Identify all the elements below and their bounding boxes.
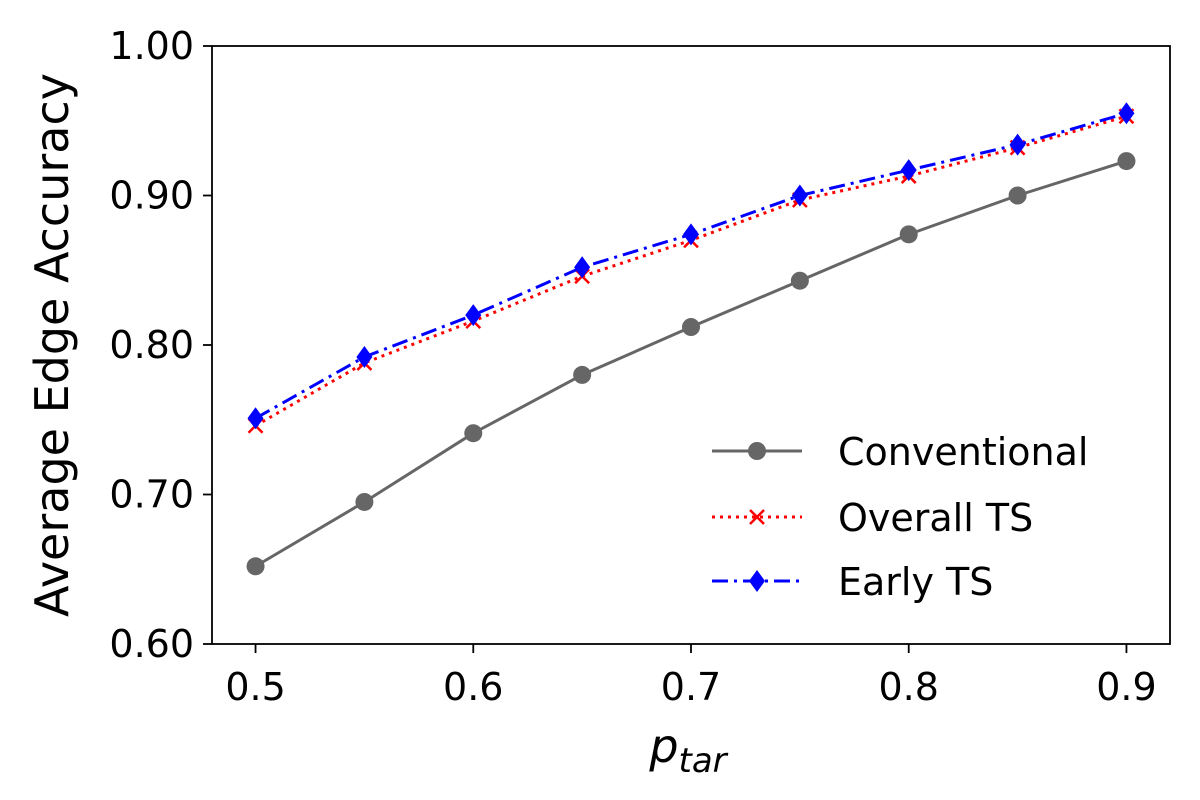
x-axis-title-subscript: tar bbox=[679, 741, 729, 781]
x-axis-title: ptar bbox=[648, 719, 728, 781]
data-point-early-ts bbox=[465, 304, 482, 327]
x-tick-label: 0.7 bbox=[661, 665, 721, 709]
data-point-conventional bbox=[682, 318, 700, 337]
x-tick-label: 0.8 bbox=[879, 665, 939, 709]
legend-label-overall-ts: Overall TS bbox=[838, 496, 1033, 540]
legend-marker-conventional bbox=[748, 442, 766, 460]
series-layer bbox=[246, 102, 1136, 576]
data-point-early-ts bbox=[900, 159, 917, 182]
data-point-conventional bbox=[899, 225, 918, 244]
y-tick-label: 0.90 bbox=[109, 174, 194, 218]
x-tick-label: 0.9 bbox=[1096, 665, 1156, 709]
data-point-early-ts bbox=[1009, 133, 1026, 156]
plot-area bbox=[212, 46, 1170, 644]
series-early-ts bbox=[247, 102, 1135, 430]
data-point-conventional bbox=[573, 365, 592, 384]
data-point-conventional bbox=[1117, 152, 1136, 171]
legend: Conventional Overall TS Early TS bbox=[712, 430, 1088, 604]
data-point-conventional bbox=[246, 557, 265, 576]
data-point-early-ts bbox=[791, 184, 808, 207]
data-point-conventional bbox=[790, 271, 809, 290]
data-point-early-ts bbox=[574, 256, 591, 279]
data-point-early-ts bbox=[356, 345, 373, 368]
data-point-early-ts bbox=[683, 223, 699, 246]
y-axis-ticks: 0.60 0.70 0.80 0.90 1.00 bbox=[109, 24, 212, 666]
data-point-conventional bbox=[355, 492, 374, 511]
series-conventional bbox=[246, 152, 1136, 576]
data-point-early-ts bbox=[247, 407, 264, 430]
data-point-conventional bbox=[464, 424, 483, 443]
x-axis-title-main: p bbox=[648, 719, 678, 773]
y-tick-label: 0.70 bbox=[109, 473, 194, 517]
x-tick-label: 0.5 bbox=[225, 665, 285, 709]
y-axis-title: Average Edge Accuracy bbox=[25, 73, 79, 617]
y-tick-label: 0.80 bbox=[109, 323, 194, 367]
data-point-conventional bbox=[1008, 186, 1027, 205]
legend-label-conventional: Conventional bbox=[838, 430, 1088, 474]
x-axis-ticks: 0.5 0.6 0.7 0.8 0.9 bbox=[225, 644, 1157, 709]
x-tick-label: 0.6 bbox=[443, 665, 503, 709]
data-point-early-ts bbox=[1118, 102, 1135, 125]
y-tick-label: 1.00 bbox=[109, 24, 194, 68]
legend-marker-early-ts bbox=[749, 570, 765, 592]
legend-label-early-ts: Early TS bbox=[838, 560, 993, 604]
y-tick-label: 0.60 bbox=[109, 622, 194, 666]
legend-marker-overall-ts bbox=[749, 509, 765, 525]
